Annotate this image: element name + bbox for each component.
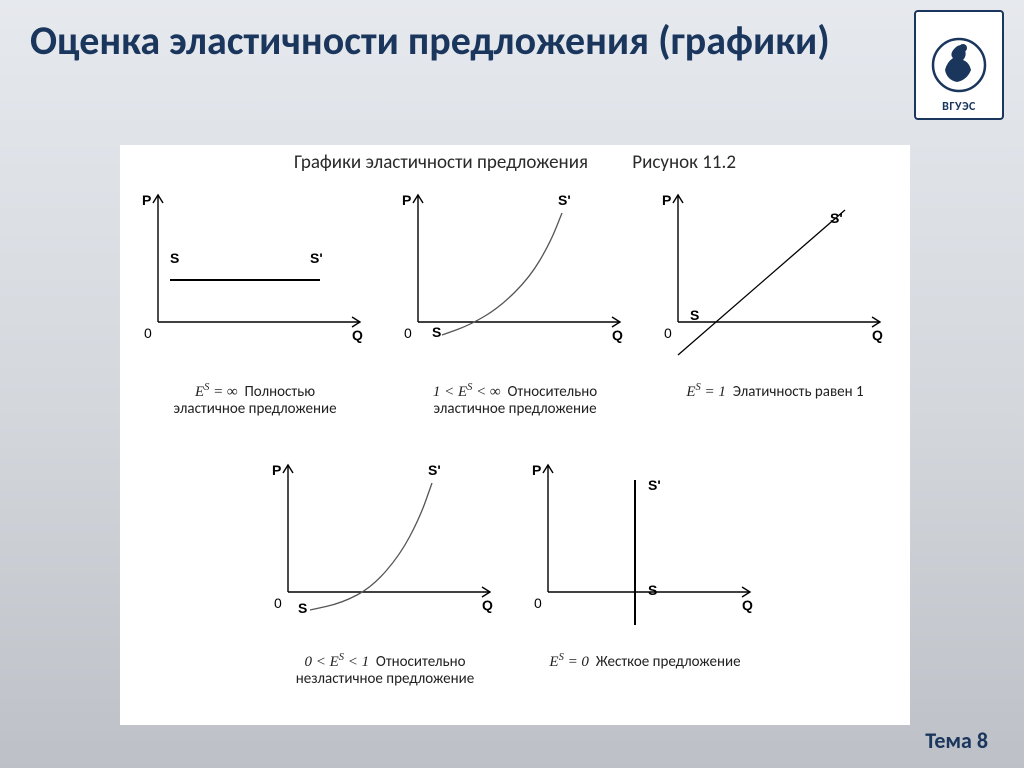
chart-svg: P Q 0 S S' bbox=[260, 455, 510, 647]
figure-header: Графики эластичности предложения Рисунок… bbox=[120, 151, 910, 174]
chart-svg: P Q 0 S S' bbox=[130, 185, 380, 377]
slide-footer: Тема 8 bbox=[925, 727, 988, 754]
svg-text:Q: Q bbox=[352, 327, 363, 343]
svg-text:0: 0 bbox=[404, 325, 412, 341]
chart-svg: P Q 0 S S' bbox=[390, 185, 640, 377]
svg-text:S': S' bbox=[310, 250, 323, 266]
svg-text:S': S' bbox=[830, 210, 843, 226]
slide-title: Оценка эластичности предложения (графики… bbox=[30, 18, 850, 64]
chart-panel: P Q 0 S S' ES = 0 Жесткое предложение bbox=[520, 455, 770, 671]
charts-grid: P Q 0 S S' ES = ∞ Полностьюэластичное пр… bbox=[120, 185, 910, 725]
logo-text: ВГУЭС bbox=[942, 100, 976, 114]
svg-text:Q: Q bbox=[742, 597, 753, 613]
svg-text:S': S' bbox=[428, 462, 441, 478]
chart-svg: P Q 0 S S' bbox=[650, 185, 900, 377]
svg-text:Q: Q bbox=[482, 597, 493, 613]
chart-panel: P Q 0 S S' ES = 1 Элатичность равен 1 bbox=[650, 185, 900, 401]
panel-caption: ES = ∞ Полностьюэластичное предложение bbox=[130, 382, 380, 419]
svg-text:0: 0 bbox=[144, 325, 152, 341]
svg-text:0: 0 bbox=[274, 595, 282, 611]
svg-text:S': S' bbox=[648, 477, 661, 493]
chart-panel: P Q 0 S S' 0 < ES < 1 Относительнонезлас… bbox=[260, 455, 510, 689]
svg-text:S: S bbox=[298, 600, 307, 616]
figure-header-main: Графики эластичности предложения bbox=[294, 151, 588, 174]
svg-text:P: P bbox=[402, 192, 411, 208]
svg-text:Q: Q bbox=[872, 327, 883, 343]
logo-figure-icon bbox=[927, 30, 991, 100]
chart-svg: P Q 0 S S' bbox=[520, 455, 770, 647]
svg-text:S': S' bbox=[558, 192, 571, 208]
panel-caption: 0 < ES < 1 Относительнонезластичное пред… bbox=[260, 652, 510, 689]
svg-text:S: S bbox=[648, 582, 657, 598]
svg-text:P: P bbox=[532, 462, 541, 478]
svg-text:S: S bbox=[170, 250, 179, 266]
panel-caption: ES = 0 Жесткое предложение bbox=[520, 652, 770, 671]
svg-text:P: P bbox=[272, 462, 281, 478]
chart-panel: P Q 0 S S' 1 < ES < ∞ Относительноэласти… bbox=[390, 185, 640, 419]
figure-header-ref: Рисунок 11.2 bbox=[632, 151, 736, 174]
panel-caption: ES = 1 Элатичность равен 1 bbox=[650, 382, 900, 401]
panel-caption: 1 < ES < ∞ Относительноэластичное предло… bbox=[390, 382, 640, 419]
svg-text:S: S bbox=[432, 324, 441, 340]
figure-container: Графики эластичности предложения Рисунок… bbox=[120, 145, 910, 725]
svg-text:P: P bbox=[142, 192, 151, 208]
svg-text:Q: Q bbox=[612, 327, 623, 343]
svg-text:S: S bbox=[690, 307, 699, 323]
slide: Оценка эластичности предложения (графики… bbox=[0, 0, 1024, 768]
svg-text:0: 0 bbox=[664, 325, 672, 341]
svg-text:0: 0 bbox=[534, 595, 542, 611]
chart-panel: P Q 0 S S' ES = ∞ Полностьюэластичное пр… bbox=[130, 185, 380, 419]
logo-badge: ВГУЭС bbox=[914, 10, 1004, 120]
svg-text:P: P bbox=[662, 192, 671, 208]
